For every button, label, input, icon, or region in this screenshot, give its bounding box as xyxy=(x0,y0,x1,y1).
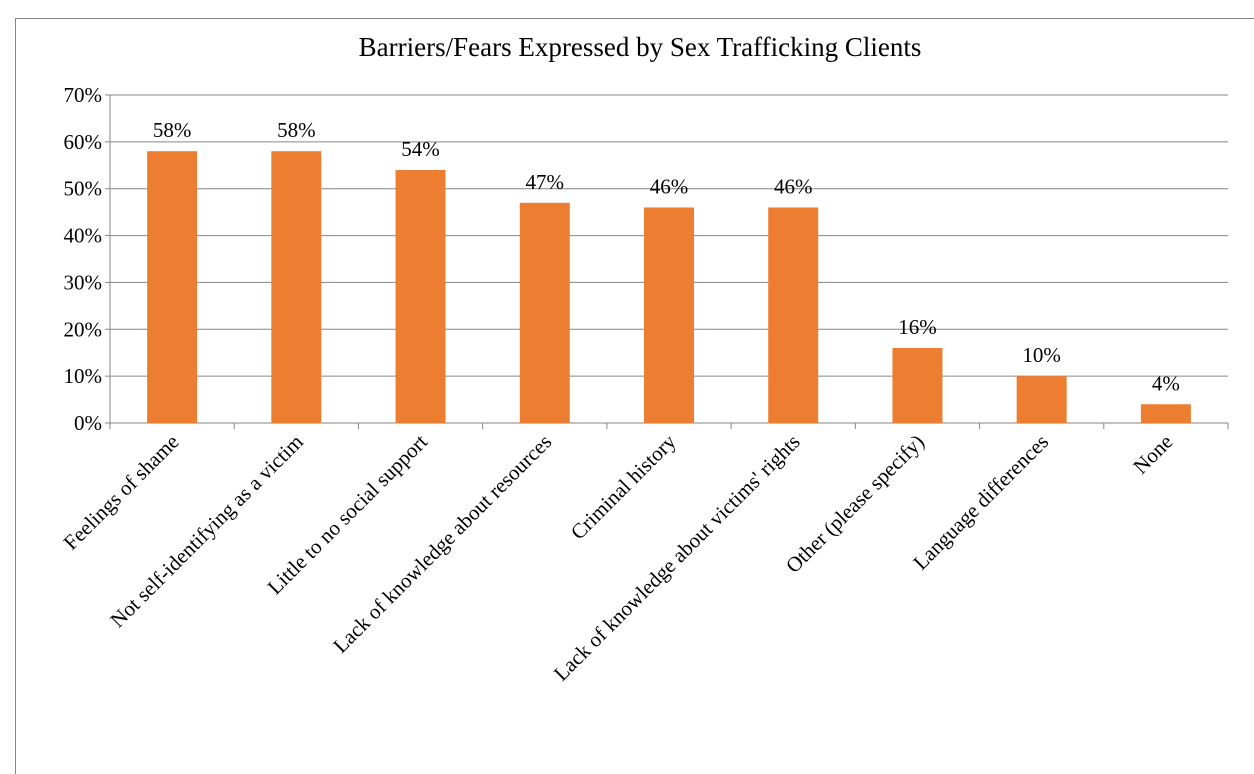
value-label: 10% xyxy=(1022,343,1061,367)
value-label: 16% xyxy=(898,315,937,339)
bar xyxy=(519,202,570,423)
bar xyxy=(271,151,322,423)
value-label: 46% xyxy=(650,174,689,198)
bar xyxy=(768,207,819,423)
bar xyxy=(395,169,446,423)
value-label: 47% xyxy=(526,170,565,194)
value-label: 54% xyxy=(401,137,440,161)
chart-title: Barriers/Fears Expressed by Sex Traffick… xyxy=(359,32,922,62)
y-tick-label: 30% xyxy=(64,270,103,294)
chart-border xyxy=(15,18,1254,774)
bar xyxy=(892,348,943,423)
bar xyxy=(1016,376,1067,423)
bar xyxy=(1140,404,1191,423)
bar xyxy=(644,207,694,423)
bar xyxy=(147,151,198,423)
y-tick-label: 60% xyxy=(64,130,103,154)
y-tick-label: 20% xyxy=(64,317,103,341)
y-tick-label: 40% xyxy=(64,224,103,248)
value-label: 4% xyxy=(1152,371,1180,395)
value-label: 46% xyxy=(774,174,813,198)
y-tick-label: 0% xyxy=(74,411,102,435)
value-label: 58% xyxy=(277,118,316,142)
y-tick-label: 50% xyxy=(64,177,103,201)
y-tick-label: 10% xyxy=(64,364,103,388)
value-label: 58% xyxy=(153,118,192,142)
y-tick-label: 70% xyxy=(64,83,103,107)
